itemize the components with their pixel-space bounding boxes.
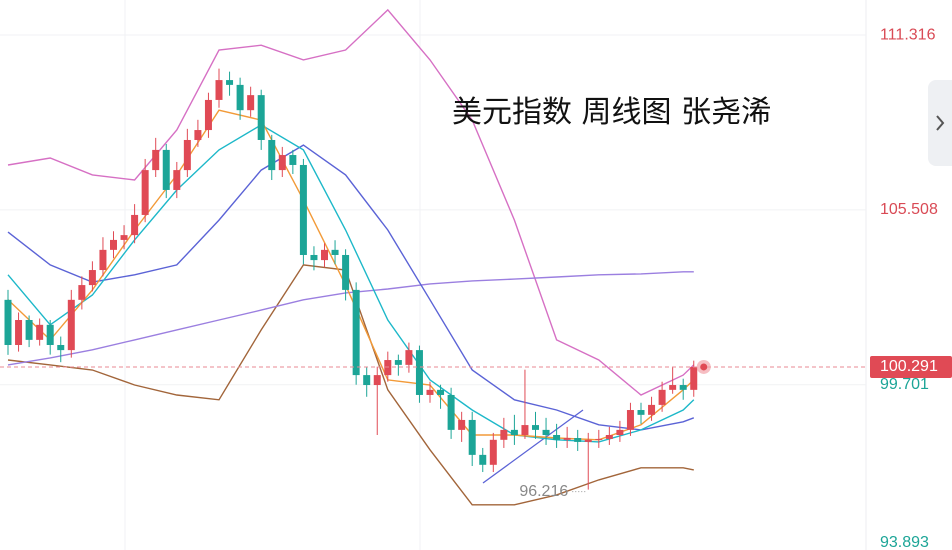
candle-body <box>25 320 33 340</box>
indicator-line <box>7 264 694 506</box>
candle-body <box>215 80 223 100</box>
chart-title: 美元指数 周线图 张尧浠 <box>452 95 771 130</box>
indicator-line <box>7 8 695 396</box>
candle-body <box>310 254 318 261</box>
candle-body <box>510 429 518 436</box>
candle-body <box>99 249 107 271</box>
candle-body <box>394 360 402 365</box>
indicator-line <box>7 109 695 441</box>
candle-body <box>521 425 529 436</box>
candle-body <box>458 419 466 430</box>
candle-body <box>373 375 381 386</box>
candle-body <box>363 375 371 386</box>
y-tick-label: 105.508 <box>880 201 938 218</box>
candle-body <box>120 235 128 240</box>
indicator-line <box>7 271 694 366</box>
candle-body <box>141 170 149 215</box>
chevron-icon <box>936 115 945 131</box>
trend-line <box>482 409 584 484</box>
price-dot <box>700 363 708 371</box>
candle-body <box>447 394 455 430</box>
candle-body <box>278 155 286 171</box>
candle-body <box>236 84 244 111</box>
candle-body <box>289 155 297 165</box>
candle-body <box>690 366 698 390</box>
candle-body <box>669 385 677 390</box>
candle-body <box>468 419 476 455</box>
candle-body <box>299 164 307 255</box>
candle-body <box>595 438 603 440</box>
candle-body <box>15 320 23 345</box>
candle-body <box>131 214 139 236</box>
candle-body <box>204 99 212 131</box>
candle-body <box>679 385 687 390</box>
y-tick-label: 99.701 <box>880 376 929 393</box>
candle-body <box>605 435 613 439</box>
candle-body <box>563 438 571 440</box>
candle-body <box>342 254 350 290</box>
candle-body <box>489 439 497 465</box>
candle-body <box>437 389 445 395</box>
candle-body <box>415 350 423 395</box>
low-label: 96.216 <box>519 483 568 500</box>
indicator-line <box>7 144 695 431</box>
candle-body <box>247 95 255 111</box>
candle-body <box>384 360 392 376</box>
candle-body <box>626 410 634 430</box>
candle-body <box>532 425 539 430</box>
candle-body <box>331 249 339 255</box>
candle-body <box>4 299 12 345</box>
candle-body <box>152 149 160 171</box>
candle-body <box>57 344 65 351</box>
indicator-line <box>7 124 695 443</box>
candle-body <box>110 239 117 250</box>
y-tick-label: 93.893 <box>880 534 929 550</box>
candle-body <box>584 439 592 442</box>
candle-body <box>648 404 656 415</box>
price-label: 100.291 <box>880 358 938 375</box>
candle-body <box>500 429 508 440</box>
candle-body <box>194 130 202 140</box>
candle-body <box>88 270 96 286</box>
price-label-box <box>870 355 952 378</box>
candle-body <box>183 139 191 171</box>
candle-body <box>405 350 413 365</box>
candle-body <box>553 435 561 440</box>
candle-body <box>352 289 360 376</box>
candle-body <box>67 299 75 351</box>
candle-body <box>226 80 234 85</box>
candle-body <box>542 429 550 436</box>
candle-body <box>637 410 645 415</box>
candle-body <box>574 438 582 442</box>
candle-body <box>658 389 666 405</box>
candle-body <box>78 285 86 300</box>
candle-body <box>162 149 170 190</box>
candle-body <box>173 170 181 190</box>
side-panel-toggle[interactable] <box>928 80 952 166</box>
candle-body <box>479 454 487 465</box>
candle-body <box>268 139 276 171</box>
candle-body <box>321 249 328 261</box>
y-tick-label: 111.316 <box>880 26 936 43</box>
candle-body <box>257 95 265 140</box>
candle-body <box>46 324 54 345</box>
candle-body <box>616 429 624 436</box>
candle-body <box>426 389 434 395</box>
candle-body <box>36 324 44 340</box>
